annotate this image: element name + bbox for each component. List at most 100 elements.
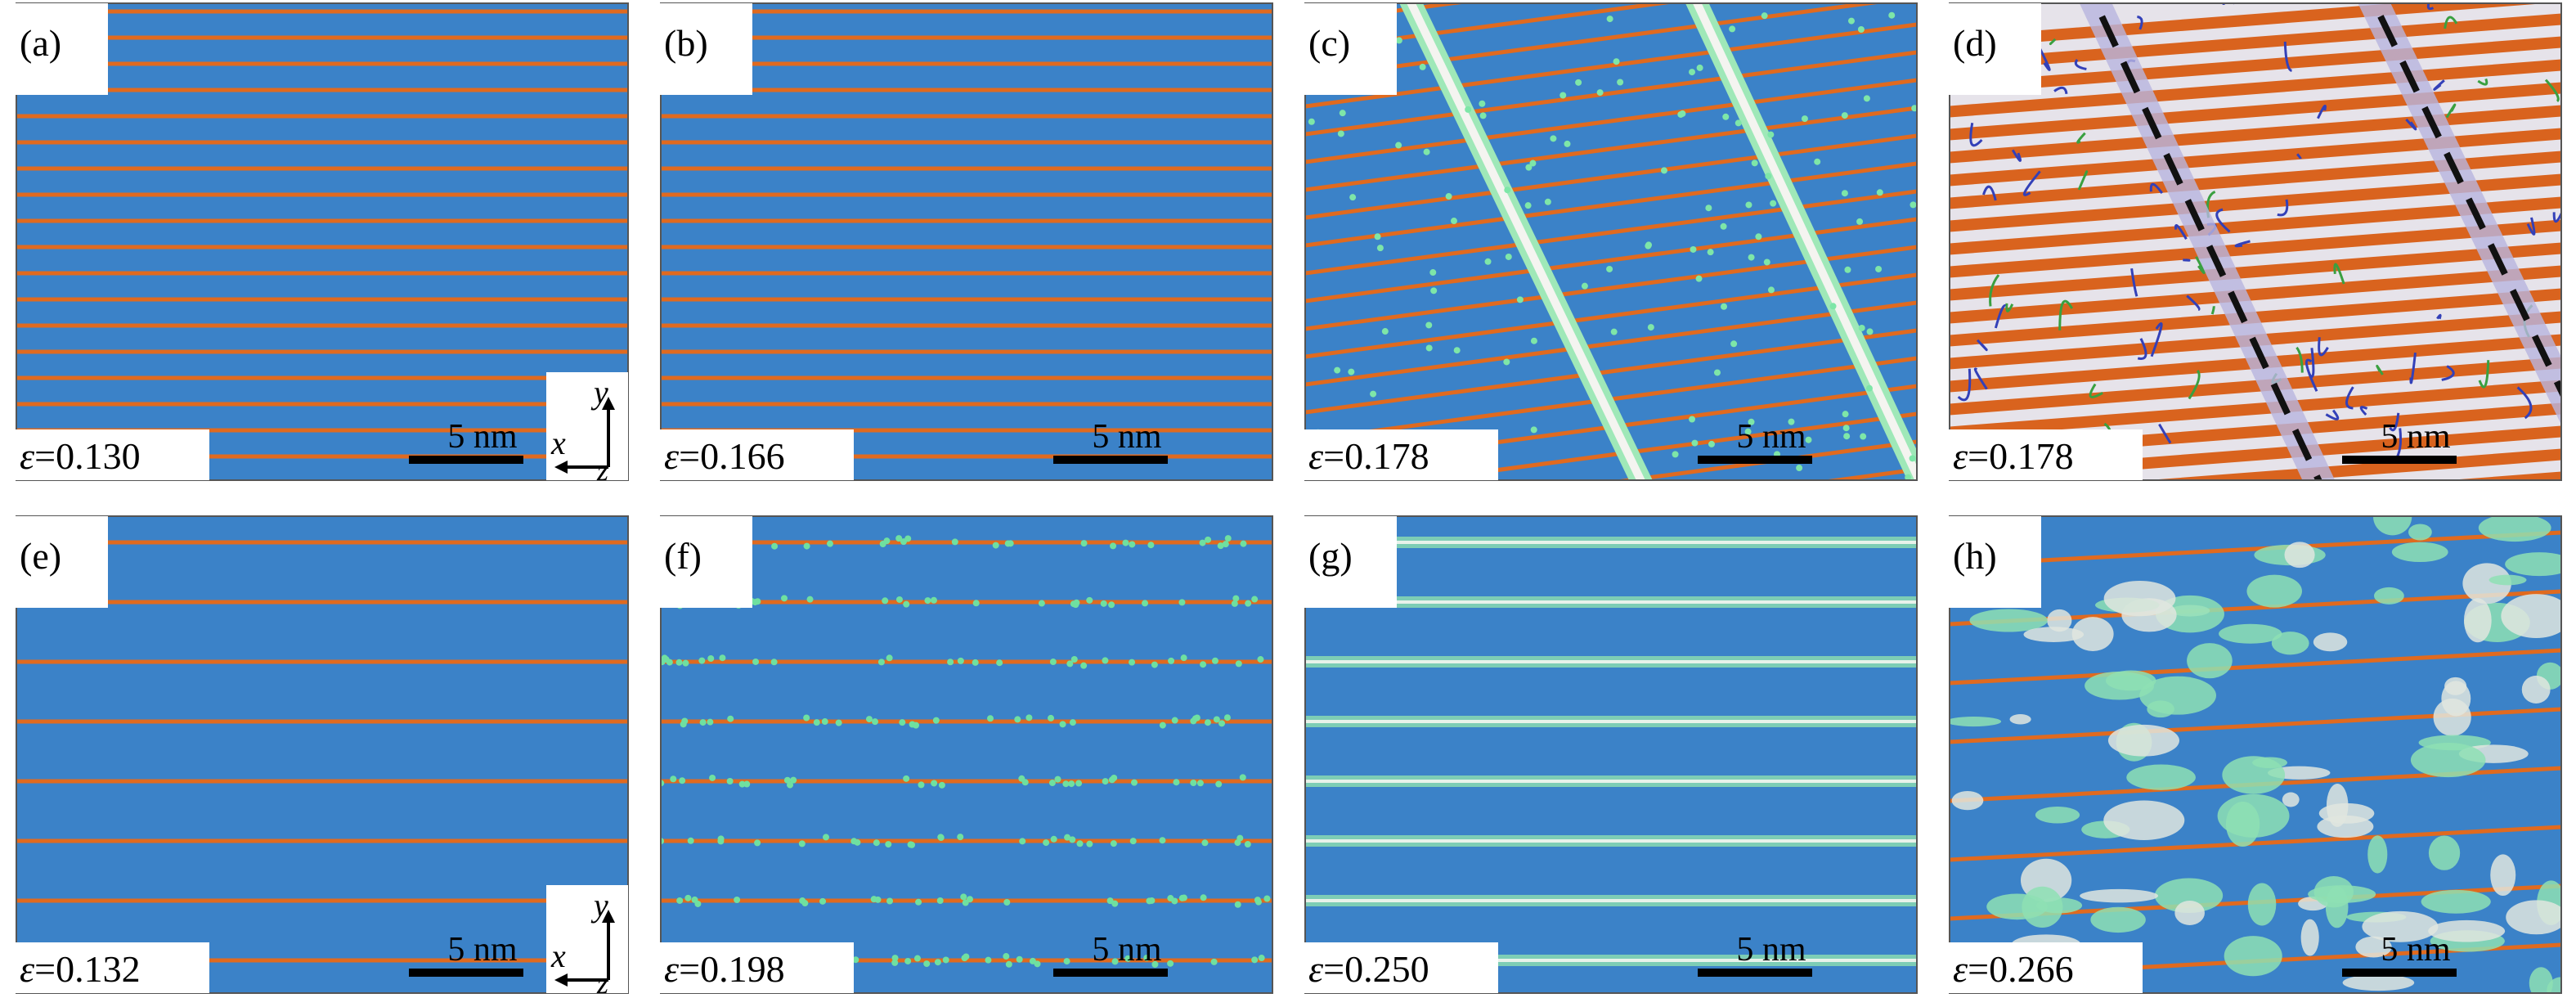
- atom: [1025, 714, 1033, 722]
- atom: [679, 777, 686, 784]
- strain-box: [1946, 429, 2143, 480]
- atom: [1484, 258, 1492, 265]
- strain-value: =0.266: [1968, 948, 2073, 990]
- atom: [1146, 897, 1153, 905]
- atom: [1142, 600, 1149, 607]
- atom: [1767, 131, 1775, 138]
- atom: [1530, 426, 1537, 434]
- atom: [787, 781, 794, 789]
- damage: [2217, 793, 2290, 838]
- damage: [2090, 906, 2146, 933]
- atom: [947, 659, 954, 666]
- background: [1305, 516, 1917, 993]
- dislocation: [2296, 153, 2302, 160]
- atom: [961, 955, 968, 962]
- atom: [1080, 540, 1088, 547]
- atom: [1348, 368, 1355, 375]
- dislocation: [2053, 86, 2068, 95]
- damage: [2367, 835, 2388, 874]
- atom: [1524, 202, 1532, 209]
- band: [2079, 3, 2336, 480]
- dislocation: [1989, 274, 2000, 307]
- atom: [1425, 321, 1433, 329]
- atom: [1645, 241, 1653, 249]
- dislocation: [2283, 41, 2293, 73]
- damage: [2501, 594, 2561, 639]
- damage: [2035, 807, 2080, 824]
- scale-bar: [1698, 456, 1812, 464]
- background: [661, 516, 1272, 993]
- atom: [886, 897, 894, 905]
- dislocation: [2325, 409, 2340, 420]
- damage: [2284, 542, 2315, 569]
- atom: [1038, 600, 1045, 607]
- twin-boundary: [1950, 357, 2561, 416]
- stacking-fault: [1950, 648, 2561, 686]
- dislocation: [2149, 182, 2164, 195]
- atom: [835, 719, 842, 726]
- atom: [972, 600, 980, 607]
- atom: [1842, 425, 1850, 432]
- atom: [1251, 956, 1259, 964]
- snapshot: [16, 3, 628, 480]
- atom: [1617, 79, 1624, 86]
- atom: [1530, 337, 1537, 344]
- dislocation: [2544, 79, 2560, 102]
- scale-bar-label: 5 nm: [1736, 418, 1806, 456]
- atom: [1122, 539, 1129, 546]
- panel: (b) ε=0.166 5 nm: [657, 2, 1273, 481]
- strain-box: [13, 942, 209, 993]
- damage: [2246, 574, 2302, 608]
- dislocation: [2186, 294, 2201, 312]
- damage: [2308, 885, 2376, 903]
- dislocation: [2195, 256, 2206, 275]
- atom: [1765, 173, 1772, 180]
- atom: [1707, 249, 1714, 256]
- damage: [2071, 617, 2114, 651]
- damage: [2252, 757, 2288, 769]
- snapshot: [661, 3, 1272, 480]
- atom: [883, 537, 891, 545]
- atom: [1213, 716, 1220, 723]
- atom: [882, 597, 889, 605]
- strain-label: ε=0.178: [1953, 435, 2074, 477]
- panel: (e) ε=0.132 5 nm yxz: [13, 515, 629, 998]
- damage: [2421, 889, 2491, 914]
- scale-bar: [2342, 969, 2457, 977]
- atom: [1844, 266, 1851, 273]
- dislocation: [2389, 412, 2400, 432]
- atom: [1763, 258, 1770, 266]
- atom: [1374, 233, 1381, 241]
- panel: (d) ε=0.178 5 nm: [1946, 2, 2562, 481]
- atom: [1062, 780, 1070, 788]
- atom: [1672, 451, 1679, 458]
- strain-symbol: ε: [664, 948, 680, 990]
- atom: [1108, 601, 1115, 609]
- axes-box: [546, 372, 628, 480]
- damage: [2103, 581, 2176, 617]
- dislocation: [2210, 306, 2215, 315]
- atom: [709, 774, 716, 781]
- atom: [1217, 542, 1224, 550]
- atom: [1863, 95, 1870, 102]
- atom: [1847, 17, 1855, 25]
- atom: [1240, 540, 1247, 547]
- atom: [1005, 960, 1012, 968]
- label-box: [657, 516, 752, 608]
- strain-label: ε=0.130: [20, 435, 141, 477]
- atom: [1445, 193, 1452, 200]
- axis-x-label: x: [550, 425, 566, 461]
- snapshot: [1305, 516, 1917, 993]
- label-box: [13, 3, 108, 95]
- atom: [661, 780, 665, 787]
- dislocation: [1982, 185, 1997, 201]
- atom: [1691, 439, 1699, 447]
- damage: [2462, 563, 2511, 605]
- atom: [1199, 539, 1206, 546]
- dislocation: [2409, 352, 2417, 384]
- atom: [1805, 436, 1812, 443]
- damage: [2187, 643, 2233, 679]
- dislocation: [2049, 38, 2057, 46]
- atom: [1110, 542, 1117, 550]
- dislocation: [2174, 224, 2188, 241]
